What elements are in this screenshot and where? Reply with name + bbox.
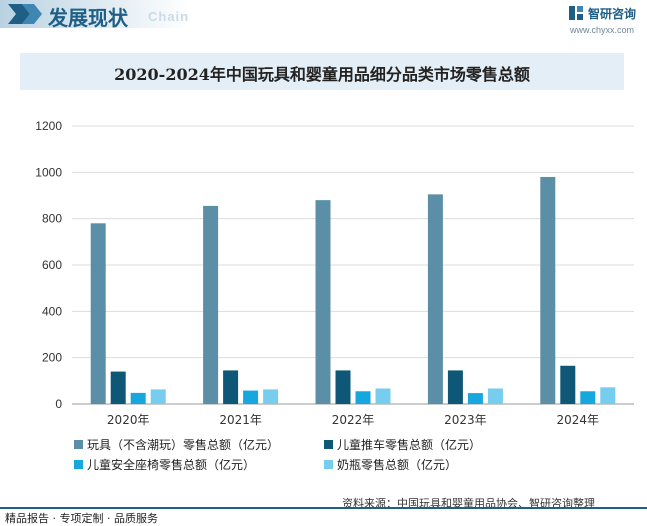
legend-label: 奶瓶零售总额（亿元）: [337, 458, 458, 472]
bar: [355, 391, 371, 404]
legend-label: 儿童安全座椅零售总额（亿元）: [87, 458, 256, 472]
y-tick-label: 400: [42, 304, 62, 318]
legend-swatch: [324, 460, 333, 469]
page-title: 发展现状: [48, 6, 128, 30]
legend-item: 奶瓶零售总额（亿元）: [324, 456, 457, 473]
legend-swatch: [74, 440, 83, 449]
chart-title: 2020-2024年中国玩具和婴童用品细分品类市场零售总额: [114, 65, 530, 84]
bar: [540, 176, 556, 404]
bar: [560, 365, 576, 404]
footer-divider: [0, 507, 647, 509]
bar: [110, 371, 126, 404]
y-tick-label: 1200: [35, 119, 62, 133]
source-note: 资料来源：中国玩具和婴童用品协会、智研咨询整理: [342, 497, 595, 510]
bar: [150, 389, 166, 404]
header-banner: [0, 0, 190, 28]
bar: [447, 370, 463, 404]
bar: [467, 393, 483, 404]
legend-swatch: [74, 460, 83, 469]
legend-label: 玩具（不含潮玩）零售总额（亿元）: [87, 438, 280, 452]
x-tick-label: 2023年: [444, 413, 487, 427]
bar: [203, 205, 219, 404]
bar: [600, 387, 616, 404]
brand-name: 智研咨询: [588, 7, 637, 21]
bar: [580, 391, 596, 404]
bar: [375, 388, 391, 404]
footer: 精品报告 · 专项定制 · 品质服务: [0, 507, 647, 525]
header: 发展现状 Chain 智研咨询 www.chyxx.com: [0, 0, 647, 35]
brand-url: www.chyxx.com: [570, 25, 635, 35]
bar-chart: 0 200 400 600 800 1000 1200 2020年 2021年 2022年 2023…: [35, 119, 634, 427]
y-tick-label: 0: [55, 397, 62, 411]
bar: [223, 370, 239, 404]
x-tick-label: 2020年: [107, 413, 150, 427]
x-tick-label: 2022年: [332, 413, 375, 427]
x-tick-label: 2024年: [557, 413, 600, 427]
bar: [487, 388, 503, 404]
legend-swatch: [324, 440, 333, 449]
y-tick-label: 1000: [35, 165, 62, 179]
x-tick-label: 2021年: [219, 413, 262, 427]
y-tick-label: 200: [42, 351, 62, 365]
bar: [315, 200, 331, 404]
chart-title-box: 2020-2024年中国玩具和婴童用品细分品类市场零售总额: [20, 53, 624, 90]
bar: [427, 194, 443, 404]
legend-item: 儿童推车零售总额（亿元）: [324, 436, 481, 453]
bar: [243, 390, 259, 404]
y-tick-label: 600: [42, 258, 62, 272]
bar: [335, 370, 351, 404]
bar: [263, 389, 279, 404]
legend-item: 玩具（不含潮玩）零售总额（亿元）: [74, 436, 279, 453]
footer-text: 精品报告 · 专项定制 · 品质服务: [5, 512, 158, 525]
bar: [90, 223, 106, 404]
legend-item: 儿童安全座椅零售总额（亿元）: [74, 456, 255, 473]
legend-label: 儿童推车零售总额（亿元）: [337, 438, 482, 452]
brand-logo-icon: [569, 6, 583, 20]
bar: [130, 392, 146, 404]
y-tick-label: 800: [42, 212, 62, 226]
page-subtitle: Chain: [148, 9, 190, 24]
chart-legend: 玩具（不含潮玩）零售总额（亿元） 儿童推车零售总额（亿元） 儿童安全座椅零售总额（亿…: [74, 436, 554, 476]
